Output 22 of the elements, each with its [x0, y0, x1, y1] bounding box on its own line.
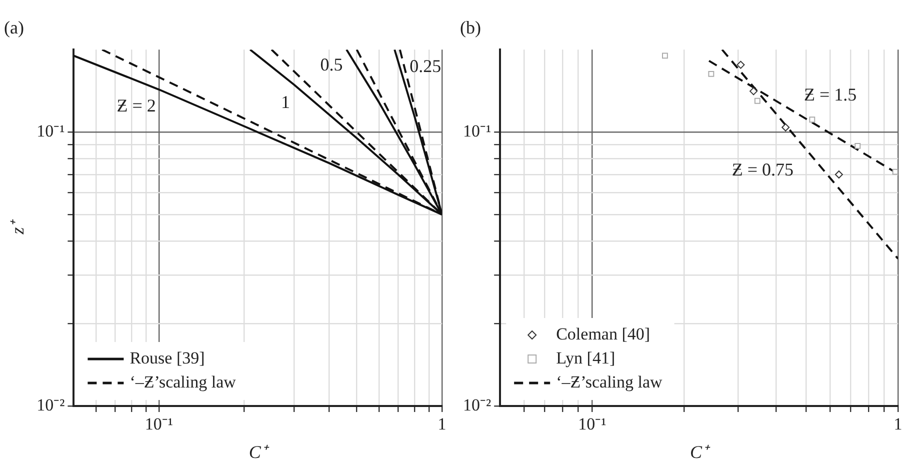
chart-title: (b) [460, 18, 481, 38]
annotation: Ƶ = 2 [116, 95, 156, 116]
legend-label: ‘–Ƶ’scaling law [556, 372, 664, 392]
annotation: Ƶ = 0.75 [732, 160, 794, 180]
y-axis-title: z⁺ [8, 218, 28, 236]
x-axis-title: C⁺ [690, 442, 712, 462]
annotation: Ƶ = 1.5 [804, 84, 857, 105]
annotation: 1 [280, 92, 290, 112]
x-tick-label: 1 [894, 414, 902, 434]
x-tick-label: 10⁻¹ [144, 414, 173, 434]
annotation: 0.25 [410, 56, 442, 76]
x-tick-label: 10⁻¹ [578, 414, 606, 434]
annotation: 0.5 [320, 54, 343, 74]
y-tick-label: 10⁻² [36, 395, 65, 414]
legend-label: Rouse [39] [130, 348, 205, 368]
chart-title: (a) [4, 18, 24, 38]
legend-label: ‘–Ƶ’scaling law [130, 372, 237, 392]
legend-label: Coleman [40] [556, 324, 650, 344]
x-tick-label: 1 [438, 414, 446, 434]
y-tick-label: 10⁻² [462, 395, 492, 414]
x-axis-title: C⁺ [248, 442, 270, 462]
legend-label: Lyn [41] [556, 348, 616, 368]
